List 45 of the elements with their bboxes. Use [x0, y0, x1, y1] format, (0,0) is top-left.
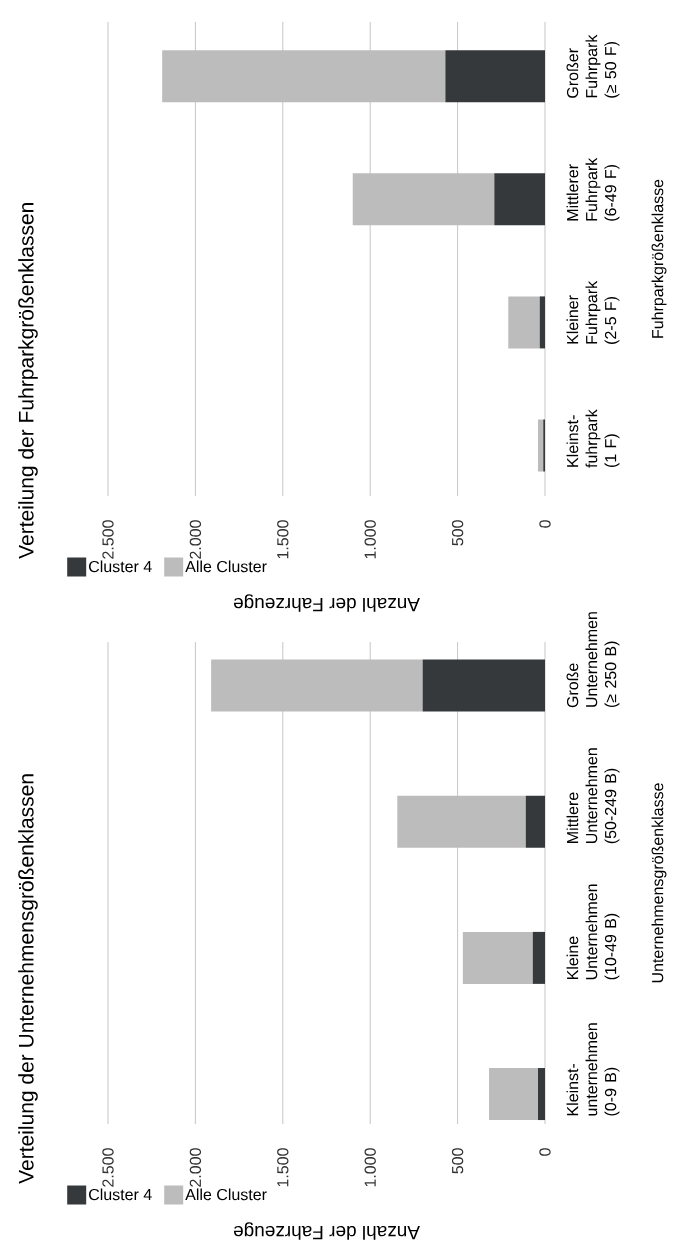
legend-label: Cluster 4 — [89, 560, 152, 573]
y-axis-title: Fuhrparkgrößenklasse — [651, 179, 667, 338]
y-axis-title: Unternehmensgrößenklasse — [651, 783, 667, 983]
bar — [422, 659, 545, 712]
x-tick-label: 1.500 — [277, 1148, 289, 1187]
text: Verteilung der Unternehmensgrößenklassen — [18, 774, 38, 1184]
y-tick-label: Kleiner Fuhrpark (2-5 F) — [566, 280, 620, 344]
x-tick-label: 2.500 — [102, 1148, 114, 1187]
bar — [462, 931, 533, 984]
y-tick-label: Mittlere Unternehmen (50-249 B) — [566, 748, 620, 844]
bar — [352, 173, 495, 226]
bar — [532, 931, 545, 984]
x-tick-label: 2.000 — [189, 1148, 202, 1187]
x-axis-title: Anzahl der Fahrzeuge — [233, 594, 420, 612]
x-tick-label: 2.500 — [102, 520, 114, 559]
bar — [508, 296, 540, 349]
x-tick-label: 500 — [451, 520, 464, 546]
bar — [539, 296, 545, 349]
bar — [445, 50, 545, 103]
y-tick-label: Großer Fuhrpark (≥ 50 F) — [566, 34, 620, 98]
bar — [538, 419, 544, 472]
x-axis-title: Anzahl der Fahrzeuge — [233, 1222, 420, 1240]
x-tick-label: 1.500 — [277, 520, 289, 559]
bar — [489, 1068, 539, 1121]
y-tick-label: Große Unternehmen (≥ 250 B) — [566, 612, 620, 708]
y-tick-label: Kleine Unternehmen (10-49 B) — [566, 884, 620, 980]
x-tick-label: 2.000 — [189, 520, 202, 559]
x-tick-label: 0 — [539, 520, 551, 528]
legend-label: Cluster 4 — [89, 1188, 152, 1201]
bar — [525, 795, 545, 848]
x-tick-label: 0 — [539, 1148, 551, 1156]
y-tick-label: Mittlerer Fuhrpark (6-49 F) — [566, 157, 620, 221]
bar — [494, 173, 545, 226]
bar — [538, 1068, 545, 1121]
bar — [397, 795, 526, 848]
x-tick-label: 500 — [451, 1148, 464, 1174]
y-tick-label: Kleinst-fuhrpark (1 F) — [566, 409, 620, 468]
x-tick-label: 1.000 — [364, 520, 376, 559]
legend-label: Alle Cluster — [185, 1188, 267, 1201]
y-tick-label: Kleinst-unternehmen (0-9 B) — [566, 1023, 620, 1116]
legend-label: Alle Cluster — [185, 560, 267, 573]
bar — [162, 50, 446, 103]
x-tick-label: 1.000 — [364, 1148, 376, 1187]
text: Verteilung der Fuhrparkgrößenklassen — [18, 203, 38, 559]
bar — [211, 659, 423, 712]
